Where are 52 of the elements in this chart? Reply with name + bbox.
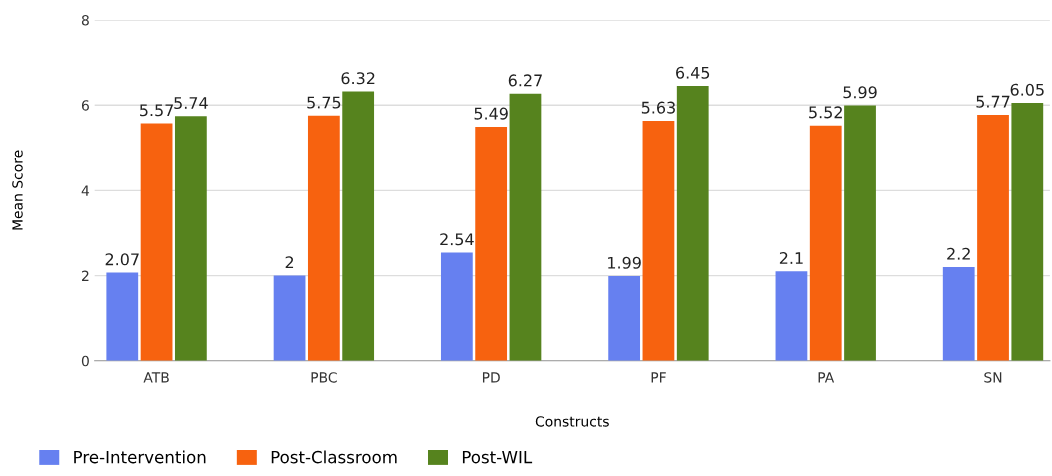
x-tick-label: ATB <box>143 372 169 383</box>
y-tick-label: 0 <box>81 355 89 367</box>
legend-label: Post-WIL <box>462 450 533 464</box>
y-tick-label: 6 <box>81 100 89 111</box>
bar <box>676 86 709 361</box>
data-label: 6.05 <box>1010 83 1044 96</box>
legend-label: Post-Classroom <box>271 450 397 464</box>
bar <box>307 115 340 361</box>
data-label: 5.52 <box>809 106 842 119</box>
data-label: 6.45 <box>676 66 710 79</box>
bar <box>844 105 876 361</box>
bar <box>342 91 375 361</box>
data-label: 6.27 <box>508 74 542 87</box>
bar <box>174 116 207 361</box>
x-tick-label: PBC <box>311 372 337 383</box>
y-tick-label: 8 <box>81 14 89 26</box>
bar <box>509 93 542 361</box>
data-label: 5.74 <box>174 97 208 110</box>
data-label: 2.07 <box>105 253 139 266</box>
data-label: 5.63 <box>641 101 675 114</box>
data-label: 5.99 <box>843 86 877 99</box>
x-tick-label: PA <box>818 372 835 383</box>
bar <box>440 252 473 361</box>
data-label: 1.99 <box>608 256 641 269</box>
data-label: 5.49 <box>474 107 508 120</box>
x-tick-label: PF <box>651 372 666 383</box>
data-label: 2 <box>285 256 294 269</box>
bar <box>106 272 139 361</box>
bar <box>977 114 1009 361</box>
y-axis-title: Mean Score <box>12 150 23 230</box>
bar <box>273 275 306 361</box>
bar <box>475 126 508 361</box>
y-tick-label: 2 <box>82 270 89 281</box>
data-label: 6.32 <box>341 72 375 85</box>
bar <box>608 276 641 361</box>
data-label: 5.75 <box>307 96 341 109</box>
bar <box>140 123 173 361</box>
data-label: 2.2 <box>947 247 970 260</box>
data-label: 5.77 <box>976 95 1010 108</box>
bar <box>942 267 975 361</box>
bar <box>642 120 675 361</box>
bar <box>809 125 842 361</box>
legend-label: Pre-Intervention <box>74 450 206 464</box>
y-tick-label: 4 <box>81 185 90 196</box>
data-label: 2.1 <box>779 252 803 264</box>
x-tick-label: SN <box>984 372 1002 383</box>
data-label: 5.57 <box>140 104 173 117</box>
data-label: 2.54 <box>440 233 474 246</box>
x-tick-label: PD <box>482 372 500 383</box>
bar <box>1011 103 1044 361</box>
bar <box>775 271 808 361</box>
x-axis-title: Constructs <box>535 416 609 427</box>
